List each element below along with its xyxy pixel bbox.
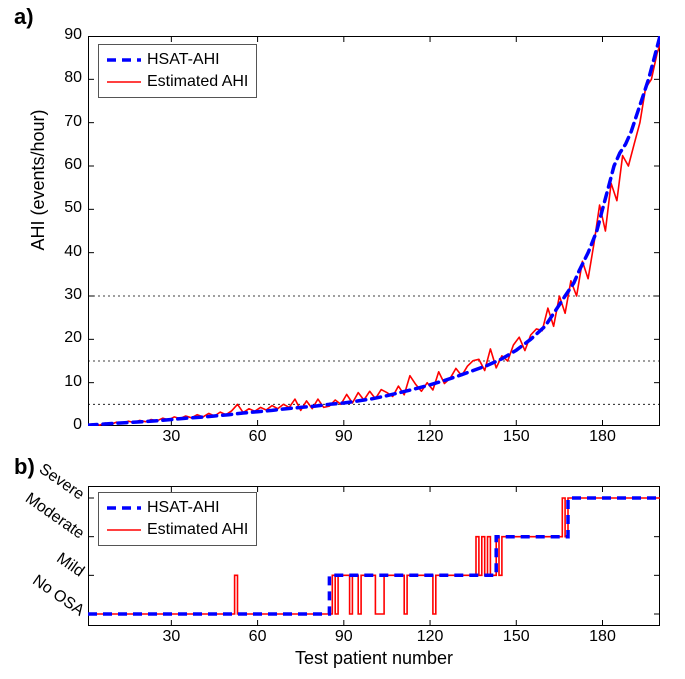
panel-a-xtick-label: 180 xyxy=(583,428,623,446)
panel-b-plot: HSAT-AHI Estimated AHI xyxy=(88,486,660,626)
panel-a-xtick-label: 60 xyxy=(238,428,278,446)
panel-b-xtick-label: 60 xyxy=(238,628,278,646)
legend-swatch xyxy=(107,521,141,539)
legend-item: Estimated AHI xyxy=(107,71,248,93)
panel-a-xtick-label: 30 xyxy=(151,428,191,446)
panel-a-ytick-label: 50 xyxy=(48,199,82,217)
legend-item: HSAT-AHI xyxy=(107,49,248,71)
panel-a-plot: HSAT-AHI Estimated AHI xyxy=(88,36,660,426)
panel-b-xtick-label: 150 xyxy=(496,628,536,646)
panel-a-ytick-label: 60 xyxy=(48,156,82,174)
panel-a-ytick-label: 20 xyxy=(48,329,82,347)
panel-b-xlabel: Test patient number xyxy=(88,648,660,669)
panel-a-label: a) xyxy=(14,4,34,30)
panel-a-ytick-label: 40 xyxy=(48,243,82,261)
legend-swatch xyxy=(107,73,141,91)
figure: a) AHI (events/hour) HSAT-AHI Estimated A… xyxy=(0,0,685,679)
panel-a-xtick-label: 120 xyxy=(410,428,450,446)
panel-b-xtick-label: 120 xyxy=(410,628,450,646)
panel-a-ytick-label: 10 xyxy=(48,373,82,391)
legend-item: HSAT-AHI xyxy=(107,497,248,519)
panel-b-legend: HSAT-AHI Estimated AHI xyxy=(98,492,257,546)
panel-b-xtick-label: 30 xyxy=(151,628,191,646)
panel-a-ytick-label: 70 xyxy=(48,113,82,131)
panel-a-ytick-label: 0 xyxy=(48,416,82,434)
panel-b-xtick-label: 90 xyxy=(324,628,364,646)
panel-a-xtick-label: 150 xyxy=(496,428,536,446)
panel-a-ytick-label: 90 xyxy=(48,26,82,44)
panel-a-ylabel: AHI (events/hour) xyxy=(28,50,49,310)
legend-label: HSAT-AHI xyxy=(147,499,220,517)
legend-swatch xyxy=(107,51,141,69)
legend-label: HSAT-AHI xyxy=(147,51,220,69)
panel-a-xtick-label: 90 xyxy=(324,428,364,446)
panel-a-legend: HSAT-AHI Estimated AHI xyxy=(98,44,257,98)
legend-item: Estimated AHI xyxy=(107,519,248,541)
legend-swatch xyxy=(107,499,141,517)
panel-a-ytick-label: 30 xyxy=(48,286,82,304)
panel-a-ytick-label: 80 xyxy=(48,69,82,87)
panel-b-xtick-label: 180 xyxy=(583,628,623,646)
legend-label: Estimated AHI xyxy=(147,73,248,91)
legend-label: Estimated AHI xyxy=(147,521,248,539)
